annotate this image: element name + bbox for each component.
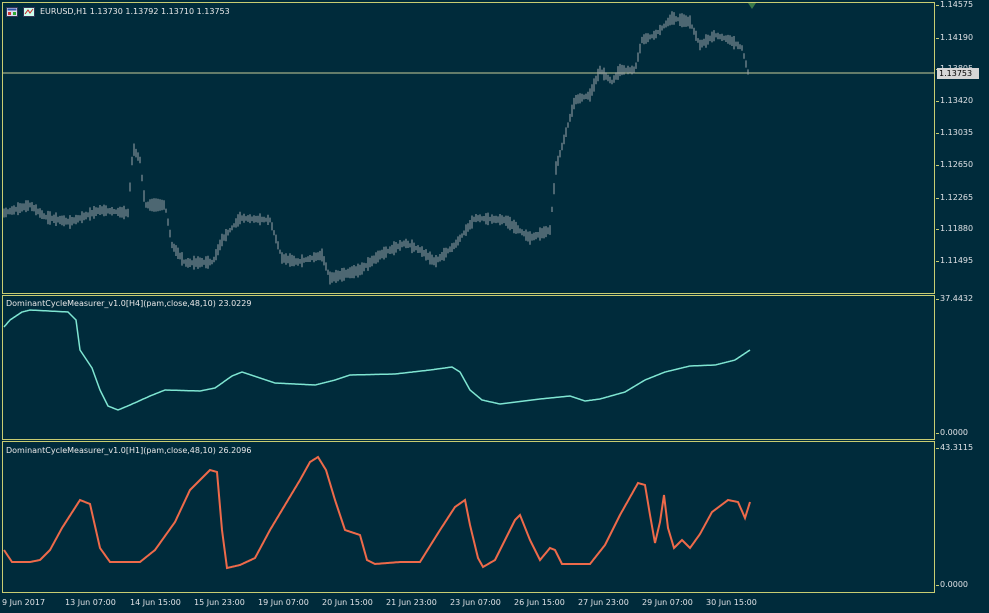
time-label: 9 Jun 2017: [2, 598, 46, 607]
time-label: 27 Jun 23:00: [578, 598, 629, 607]
price-tick: 1.11495: [935, 256, 974, 265]
time-label: 15 Jun 23:00: [194, 598, 245, 607]
h1-axis-tick: 43.3115: [935, 443, 974, 452]
price-tick: 1.12265: [935, 193, 974, 202]
current-price-tag: 1.13753: [937, 68, 979, 79]
chart-menu-icon[interactable]: [6, 7, 18, 17]
h4-axis-tick: 37.4432: [935, 294, 974, 303]
indicator-h1-line: [3, 455, 751, 570]
price-tick: 1.14575: [935, 0, 974, 9]
price-pane[interactable]: [2, 2, 935, 294]
symbol-info: EURUSD,H1 1.13730 1.13792 1.13710 1.1375…: [40, 7, 230, 16]
chart-shift-marker-icon[interactable]: [748, 3, 756, 9]
price-tick: 1.11880: [935, 224, 974, 233]
price-tick: 1.13035: [935, 128, 974, 137]
price-tick: 1.12650: [935, 160, 974, 169]
indicator-h4-pane[interactable]: [2, 295, 935, 440]
time-label: 30 Jun 15:00: [706, 598, 757, 607]
indicator-h4-line: [3, 309, 751, 411]
price-bars: [3, 11, 749, 285]
price-tick: 1.14190: [935, 33, 974, 42]
indicator-h1-label: DominantCycleMeasurer_v1.0[H1](pam,close…: [6, 446, 252, 455]
price-tick: 1.13420: [935, 96, 974, 105]
time-label: 26 Jun 15:00: [514, 598, 565, 607]
time-label: 19 Jun 07:00: [258, 598, 309, 607]
indicator-h4-axis: 37.4432 0.0000: [935, 293, 989, 440]
time-label: 13 Jun 07:00: [65, 598, 116, 607]
time-label: 29 Jun 07:00: [642, 598, 693, 607]
time-label: 20 Jun 15:00: [322, 598, 373, 607]
trade-window-icon[interactable]: [23, 7, 35, 17]
h4-axis-tick: 0.0000: [936, 428, 968, 437]
time-label: 21 Jun 23:00: [386, 598, 437, 607]
time-label: 14 Jun 15:00: [130, 598, 181, 607]
time-label: 23 Jun 07:00: [450, 598, 501, 607]
indicator-h1-axis: 43.3115 0.0000: [935, 441, 989, 593]
h1-axis-tick: 0.0000: [936, 580, 968, 589]
indicator-h4-label: DominantCycleMeasurer_v1.0[H4](pam,close…: [6, 299, 252, 308]
